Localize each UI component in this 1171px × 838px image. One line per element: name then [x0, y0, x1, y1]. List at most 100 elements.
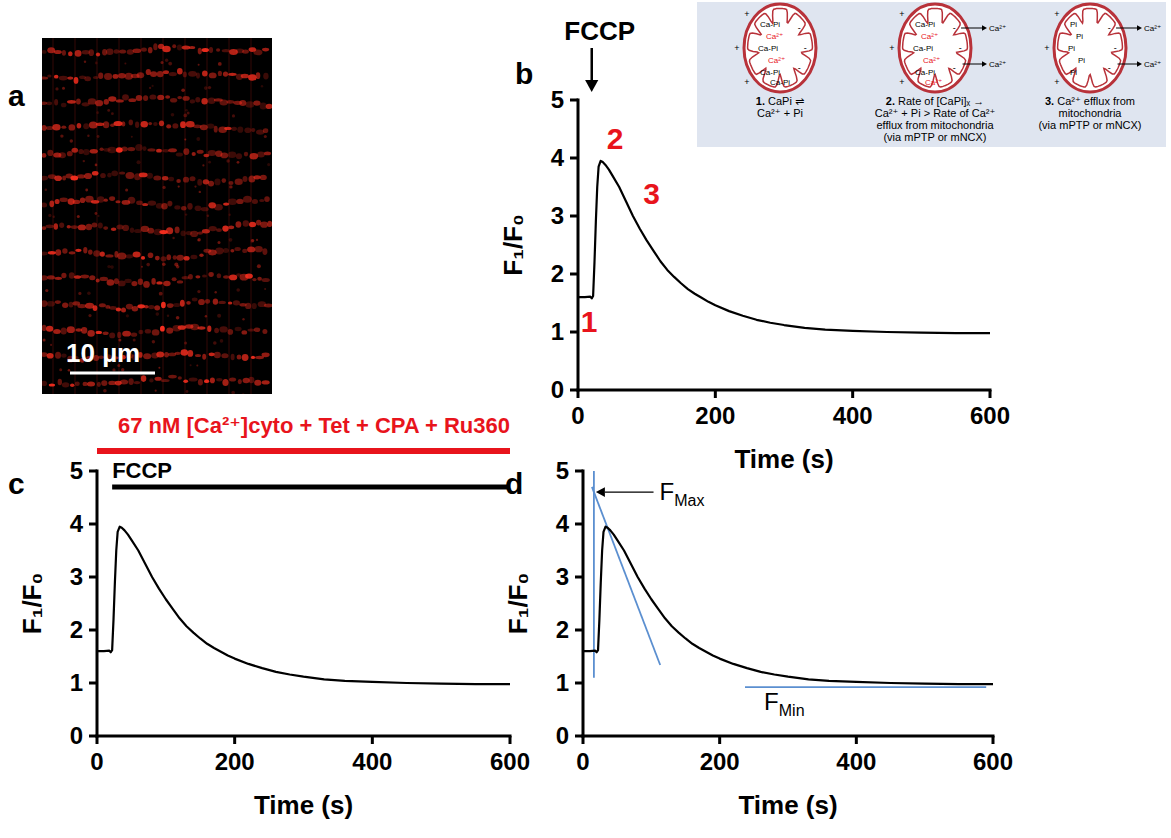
micrograph-spot — [125, 172, 134, 179]
x-tick-label: 200 — [215, 748, 255, 775]
y-tick-label: 3 — [551, 202, 564, 229]
micrograph-spot — [242, 330, 248, 334]
micrograph-spot — [175, 352, 181, 355]
caption-line: (via mPTP or mNCX) — [1038, 119, 1141, 131]
x-tick-label: 400 — [352, 748, 392, 775]
micrograph-spot — [47, 150, 53, 156]
micrograph-spot — [251, 356, 255, 359]
micrograph-spot — [245, 273, 253, 278]
micrograph-spot — [103, 121, 109, 128]
x-tick-label: 0 — [90, 748, 103, 775]
micrograph-spot — [195, 97, 200, 102]
micrograph-spot — [137, 304, 145, 308]
micrograph-spot — [161, 302, 166, 308]
micrograph-spot — [213, 298, 218, 304]
event-arrow-head — [585, 80, 598, 92]
caption-text: efflux from mitochondria — [876, 119, 994, 131]
micrograph-speck — [184, 138, 186, 140]
micrograph-spot — [243, 176, 248, 182]
micrograph-spot — [134, 381, 140, 384]
micrograph-spot — [121, 146, 128, 151]
micrograph-spot — [264, 152, 271, 156]
caption-text: Ca²⁺ + Pi > Rate of Ca²⁺ — [875, 107, 996, 119]
fit-line — [593, 471, 595, 678]
y-tick-label: 0 — [556, 722, 569, 749]
micrograph-spot — [187, 203, 192, 210]
micrograph-spot — [264, 304, 272, 308]
y-tick — [570, 215, 578, 218]
micrograph-spot — [69, 272, 75, 279]
micrograph-spot — [209, 226, 217, 231]
micrograph-spot — [55, 352, 61, 359]
micrograph-spot — [103, 331, 109, 335]
micrograph-spot — [141, 47, 147, 51]
micrograph-spot — [217, 273, 222, 278]
micrograph-spot — [121, 307, 126, 312]
y-tick — [89, 523, 97, 526]
micrograph-spot — [147, 228, 154, 234]
micrograph-speck — [45, 289, 48, 292]
efflux-label: Ca²⁺ — [989, 60, 1006, 69]
x-axis — [97, 735, 510, 738]
y-axis — [577, 100, 580, 390]
micrograph-spot — [209, 352, 215, 356]
micrograph-spot — [220, 100, 228, 106]
micrograph-speck — [181, 89, 185, 93]
micrograph-spot — [148, 253, 154, 259]
micrograph-spot — [67, 151, 73, 156]
micrograph-streak — [52, 38, 54, 394]
micrograph-spot — [202, 71, 208, 77]
micrograph-spot — [223, 248, 229, 253]
micrograph-speck — [85, 189, 88, 192]
micrograph-spot — [92, 223, 98, 228]
micrograph-spot — [69, 251, 76, 254]
micrograph-spot — [187, 350, 193, 357]
plot-data — [97, 527, 510, 684]
micrograph-spot — [250, 153, 259, 159]
micrograph-spot — [214, 126, 218, 133]
micrograph-spot — [115, 200, 120, 203]
micrograph-spot — [141, 256, 145, 260]
micrograph-speck — [149, 87, 151, 89]
micrograph-speck — [88, 314, 91, 317]
annotation-arrow-shaft — [605, 492, 654, 493]
micrograph-spot — [122, 94, 129, 100]
micrograph-spot — [190, 176, 196, 181]
micrograph-speck — [237, 161, 240, 164]
micrograph-speck — [257, 264, 261, 268]
micrograph-spot — [169, 72, 177, 76]
micrograph-spot — [134, 229, 142, 233]
micrograph-spot — [167, 303, 174, 308]
caption-line: mitochondria — [1059, 107, 1123, 119]
micrograph-spot — [166, 227, 173, 234]
micrograph-spot — [122, 225, 129, 231]
micrograph-spot — [162, 46, 170, 53]
micrograph-spot — [74, 77, 79, 84]
micrograph-spot — [103, 226, 108, 230]
micrograph-spot — [72, 148, 79, 153]
micrograph-spot — [223, 71, 228, 76]
micrograph-spot — [260, 175, 267, 180]
micrograph-spot — [48, 251, 56, 255]
micrograph-spot — [133, 48, 142, 53]
content-label: Pi — [1068, 44, 1075, 53]
efflux-arrow — [1118, 61, 1142, 67]
micrograph-speck — [187, 112, 190, 115]
micrograph-spot — [236, 153, 242, 159]
micrograph-spot — [229, 181, 234, 185]
micrograph-spot — [148, 47, 153, 53]
micrograph-speck — [229, 185, 232, 188]
micrograph-spot — [128, 197, 136, 204]
micrograph-spot — [155, 256, 160, 261]
micrograph-spot — [148, 122, 152, 125]
micrograph-spot — [177, 255, 184, 261]
micrograph-spot — [42, 153, 46, 158]
micrograph-spot — [231, 354, 235, 360]
micrograph-spot — [120, 380, 128, 385]
y-tick-label: 4 — [551, 144, 565, 171]
charge: + — [1044, 43, 1049, 53]
step-number: 1. — [756, 95, 765, 107]
micrograph-spot — [266, 104, 272, 109]
micrograph-speck — [183, 114, 187, 118]
micrograph-spot — [111, 170, 118, 176]
